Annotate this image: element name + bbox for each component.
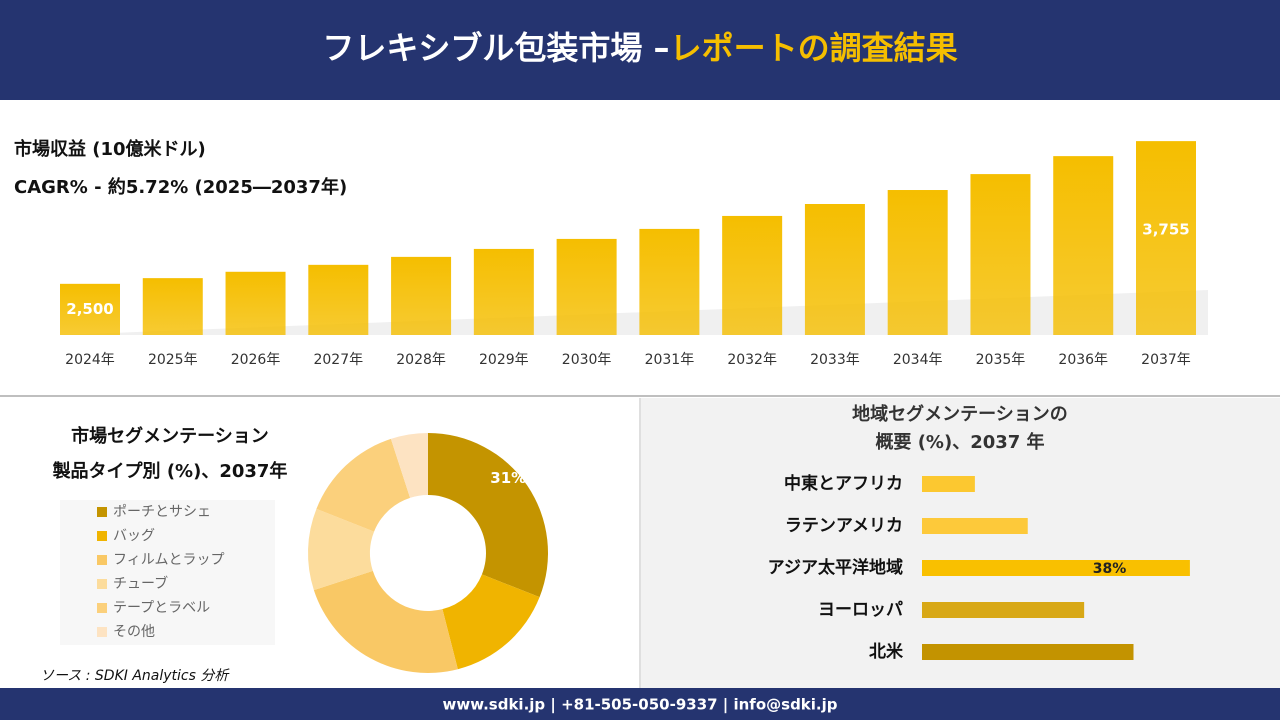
title-highlight: レポートの調査結果 (670, 29, 958, 67)
y-tick-label: 北米 (869, 641, 904, 662)
x-tick-label: 2036年 (1058, 352, 1108, 368)
y-tick-label: アジア太平洋地域 (768, 557, 903, 578)
value-label: 3,755 (1142, 221, 1189, 239)
legend-label: フィルムとラップ (113, 552, 224, 568)
donut-slice (308, 508, 375, 591)
x-tick-label: 2026年 (231, 352, 281, 368)
y-tick-label: ヨーロッパ (818, 600, 903, 620)
source: ソース : SDKI Analytics 分析 (40, 668, 230, 684)
hbar-subtitle: 概要 (%)、2037 年 (875, 431, 1044, 453)
value-label: 31% (490, 469, 526, 487)
legend-swatch (97, 627, 107, 637)
legend-swatch (97, 579, 107, 589)
donut-title: 市場セグメンテーション (71, 425, 269, 447)
bar (1053, 156, 1114, 335)
header-bar (0, 0, 1280, 100)
x-tick-label: 2035年 (976, 352, 1026, 368)
x-tick-label: 2024年 (65, 352, 115, 368)
bar (970, 174, 1031, 335)
bar (142, 278, 203, 335)
donut-subtitle: 製品タイプ別 (%)、2037年 (52, 460, 288, 482)
x-tick-label: 2025年 (148, 352, 198, 368)
bar (225, 271, 286, 335)
value-label: 38% (1093, 561, 1127, 577)
legend-label: テープとラベル (113, 600, 210, 616)
bar (556, 238, 617, 335)
bar (887, 190, 948, 335)
bar (922, 476, 975, 492)
bar (639, 228, 700, 335)
donut-slice (316, 438, 411, 532)
legend-label: ポーチとサシェ (113, 504, 211, 520)
legend-label: バッグ (113, 528, 155, 544)
y-tick-label: 中東とアフリカ (784, 473, 903, 494)
x-tick-label: 2032年 (727, 352, 777, 368)
header-title: フレキシブル包装市場 –レポートの調査結果 (322, 29, 957, 67)
donut-slice (390, 433, 428, 498)
legend-swatch (97, 555, 107, 565)
bar (391, 256, 452, 335)
x-tick-label: 2037年 (1141, 352, 1191, 368)
footer-bar (0, 688, 1280, 720)
x-tick-label: 2033年 (810, 352, 860, 368)
donut-slice (428, 433, 548, 598)
x-tick-label: 2034年 (893, 352, 943, 368)
x-tick-label: 2031年 (645, 352, 695, 368)
bar (922, 644, 1134, 660)
y-tick-label: ラテンアメリカ (785, 516, 903, 536)
bar (922, 518, 1028, 534)
legend-label: その他 (113, 624, 155, 640)
x-tick-label: 2029年 (479, 352, 529, 368)
x-tick-label: 2027年 (313, 352, 363, 368)
donut-slice (313, 570, 458, 673)
bar (922, 560, 1190, 576)
bar (922, 602, 1085, 618)
x-tick-label: 2030年 (562, 352, 612, 368)
footer: www.sdki.jp | +81-505-050-9337 | info@sd… (442, 696, 837, 715)
region-panel (641, 398, 1280, 688)
bar-title: 市場収益 (10億米ドル) (14, 138, 206, 160)
bar (804, 204, 865, 335)
bar (473, 248, 534, 335)
bar (722, 215, 783, 335)
legend-swatch (97, 531, 107, 541)
title-main: フレキシブル包装市場 – (322, 29, 669, 67)
legend-label: チューブ (113, 575, 168, 592)
legend-swatch (97, 603, 107, 613)
bar (60, 283, 120, 335)
legend-box (60, 500, 275, 645)
donut-slice (442, 574, 540, 670)
legend-swatch (97, 507, 107, 517)
x-tick-label: 2028年 (396, 352, 446, 368)
bar (1136, 141, 1196, 335)
hbar-title: 地域セグメンテーションの (852, 403, 1068, 425)
value-label: 2,500 (66, 300, 113, 318)
bar-subtitle: CAGR% - 約5.72% (2025―2037年) (14, 176, 347, 198)
bar (308, 264, 369, 335)
